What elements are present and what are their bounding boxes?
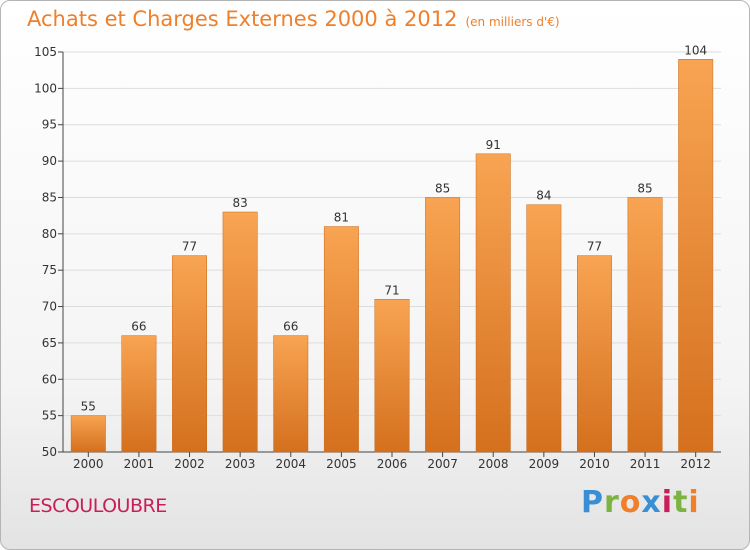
x-tick-label: 2010 [579,457,610,471]
y-tick-label: 50 [42,445,57,459]
bar [222,211,258,453]
y-tick-label: 75 [42,263,57,277]
x-tick-label: 2004 [275,457,306,471]
logo-letter: i [661,485,674,520]
bar-value-label: 91 [486,138,501,152]
y-tick-label: 80 [42,227,57,241]
x-tick-label: 2003 [225,457,256,471]
y-tick-label: 105 [34,45,57,59]
x-tick-label: 2012 [680,457,711,471]
x-tick-label: 2011 [630,457,661,471]
bar [70,415,106,453]
bar-value-label: 66 [131,320,146,334]
y-tick-label: 55 [42,409,57,423]
bar-value-label: 66 [283,320,298,334]
x-tick-label: 2000 [73,457,104,471]
bar-value-label: 83 [233,196,248,210]
bar [273,335,309,453]
bar [425,197,461,453]
chart-unit: (en milliers d'€) [465,15,560,29]
logo-letter: o [619,485,642,520]
bar-value-label: 104 [684,43,707,57]
bar-value-label: 81 [334,211,349,225]
y-tick-label: 90 [42,154,57,168]
proxiti-logo[interactable]: Proxiti [581,485,700,520]
x-tick-label: 2001 [124,457,155,471]
logo-letter: P [581,485,604,520]
bar [475,153,511,453]
bar [678,59,714,453]
y-tick-label: 95 [42,118,57,132]
x-tick-label: 2006 [377,457,408,471]
x-tick-label: 2008 [478,457,509,471]
bar-value-label: 55 [81,400,96,414]
x-tick-label: 2007 [427,457,458,471]
logo-letter: i [688,485,700,520]
x-tick-label: 2009 [529,457,560,471]
bar [323,226,359,453]
y-tick-label: 85 [42,190,57,204]
chart-title-text: Achats et Charges Externes 2000 à 2012 [27,7,458,31]
logo-letter: x [641,485,662,520]
chart-title: Achats et Charges Externes 2000 à 2012 (e… [27,7,560,31]
bar [172,255,207,453]
logo-letter: t [673,485,689,520]
x-tick-label: 2002 [174,457,205,471]
bar-value-label: 71 [384,283,399,297]
bar-value-label: 77 [182,240,197,254]
bar [526,204,562,453]
x-tick-label: 2005 [326,457,357,471]
bar-value-label: 77 [587,240,602,254]
bar-value-label: 85 [637,181,652,195]
bar [121,335,157,453]
y-tick-label: 65 [42,336,57,350]
bar [374,299,410,453]
bar [577,255,612,453]
y-tick-label: 60 [42,372,57,386]
bar-value-label: 84 [536,189,551,203]
logo-letter: r [604,485,620,520]
bar [627,197,663,453]
bar-value-label: 85 [435,181,450,195]
y-tick-label: 100 [34,81,57,95]
y-tick-label: 70 [42,300,57,314]
commune-name: ESCOULOUBRE [29,495,167,517]
